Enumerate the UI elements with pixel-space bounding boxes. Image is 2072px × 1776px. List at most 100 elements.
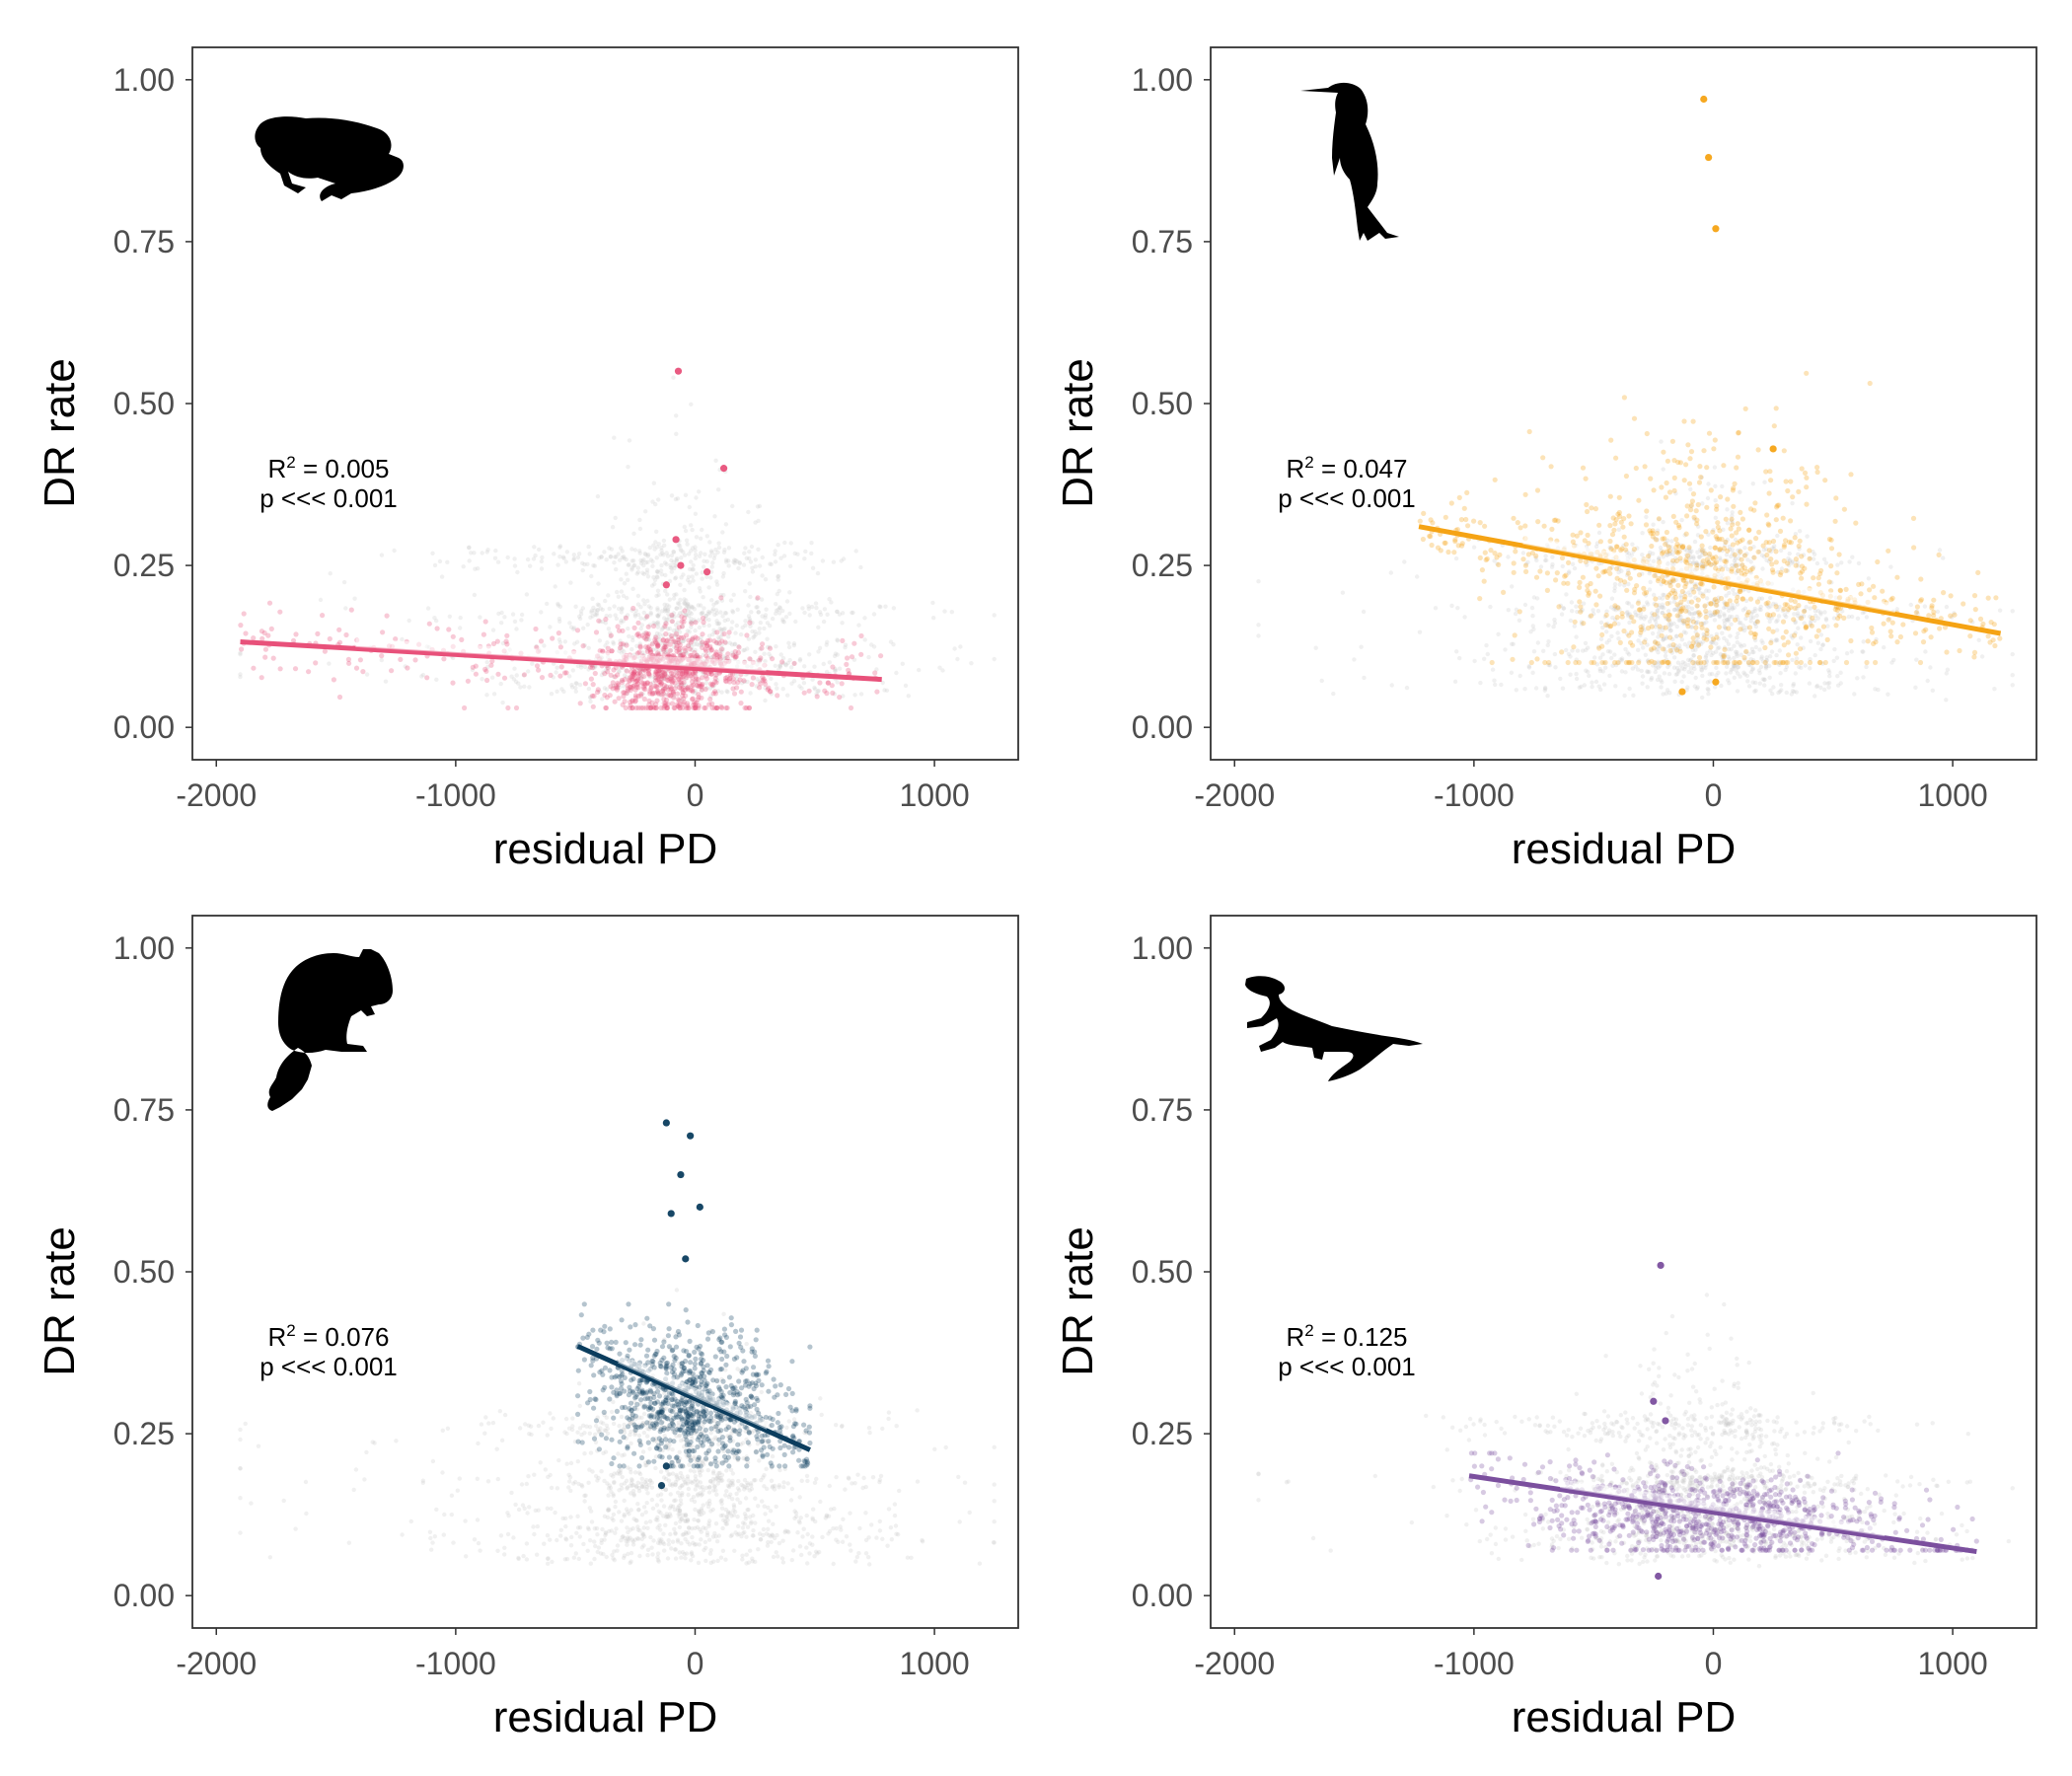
clade-point <box>674 702 680 707</box>
background-point <box>585 561 590 566</box>
background-point <box>867 1562 872 1567</box>
background-point <box>829 600 834 605</box>
clade-point <box>1801 609 1807 615</box>
clade-point <box>293 631 299 637</box>
clade-point <box>1780 619 1787 625</box>
background-point <box>602 550 607 555</box>
background-point <box>665 627 671 631</box>
background-point <box>647 623 652 628</box>
background-point <box>304 1511 309 1517</box>
background-point <box>812 1480 818 1486</box>
background-point <box>1546 623 1551 628</box>
y-tick-label: 0.00 <box>1132 709 1193 745</box>
clade-point <box>637 643 643 649</box>
background-point <box>1823 616 1829 622</box>
background-point <box>1813 652 1817 658</box>
clade-point <box>644 680 650 687</box>
clade-point <box>1755 447 1761 453</box>
clade-point <box>1771 423 1777 429</box>
background-point <box>1449 603 1454 609</box>
clade-point <box>668 693 674 699</box>
background-point <box>877 604 882 609</box>
clade-point <box>668 670 675 677</box>
clade-point <box>874 689 880 695</box>
background-point <box>564 550 570 555</box>
background-point <box>861 1475 866 1481</box>
background-point <box>625 675 629 680</box>
clade-point <box>1611 527 1617 533</box>
background-point <box>1666 671 1672 677</box>
clade-point <box>1526 428 1532 435</box>
background-point <box>663 588 668 594</box>
background-point <box>659 548 664 554</box>
background-point <box>1976 637 1981 642</box>
background-point <box>721 627 726 632</box>
clade-point <box>1429 542 1435 549</box>
background-point <box>835 637 840 642</box>
clade-point <box>1794 659 1800 666</box>
background-point <box>689 611 694 617</box>
clade-point <box>1941 590 1947 596</box>
clade-point <box>592 670 598 677</box>
background-point <box>671 611 677 616</box>
background-point <box>637 641 642 646</box>
background-point <box>679 649 685 654</box>
clade-point <box>605 669 611 675</box>
clade-point <box>661 697 667 703</box>
background-point <box>608 633 613 639</box>
clade-point <box>1443 540 1448 546</box>
clade-point <box>664 704 670 711</box>
clade-point <box>1704 636 1710 642</box>
clade-point <box>590 682 596 688</box>
background-point <box>238 1427 243 1433</box>
background-point <box>1749 646 1755 651</box>
clade-point <box>1589 613 1594 619</box>
background-point <box>1992 687 1997 692</box>
clade-point <box>801 690 807 696</box>
clade-point <box>1549 526 1555 533</box>
clade-point <box>1721 546 1728 552</box>
clade-point <box>1786 652 1792 658</box>
background-point <box>1528 629 1533 634</box>
background-point <box>1462 615 1467 620</box>
background-point <box>765 621 771 626</box>
clade-point <box>1797 646 1804 652</box>
background-point <box>753 564 758 569</box>
clade-point <box>845 655 851 661</box>
clade-point <box>621 694 627 700</box>
clade-point <box>610 686 616 692</box>
background-point <box>657 631 662 636</box>
background-point <box>697 625 703 630</box>
clade-point <box>1774 502 1780 508</box>
clade-point <box>615 680 621 686</box>
clade-point <box>1714 536 1720 542</box>
clade-point <box>654 685 660 691</box>
clade-point <box>700 639 705 645</box>
background-point <box>687 629 692 634</box>
clade-point <box>261 629 267 636</box>
clade-point <box>680 674 686 680</box>
background-point <box>1807 681 1813 686</box>
background-point <box>708 575 713 580</box>
background-point <box>684 606 689 611</box>
clade-point <box>1681 418 1687 424</box>
background-point <box>849 1548 853 1553</box>
clade-point <box>701 620 706 626</box>
clade-point <box>663 684 670 690</box>
clade-point <box>1773 517 1779 523</box>
clade-point <box>1566 559 1572 566</box>
background-point <box>568 580 573 585</box>
clade-point <box>670 691 677 697</box>
clade-point <box>1642 639 1648 645</box>
background-point <box>693 654 698 659</box>
background-point <box>575 663 581 669</box>
background-point <box>720 1548 726 1554</box>
clade-point <box>602 692 608 699</box>
clade-point <box>685 704 691 711</box>
background-point <box>694 571 699 576</box>
clade-point <box>1616 509 1622 516</box>
clade-point <box>1859 581 1865 587</box>
background-point <box>827 1483 832 1489</box>
background-point <box>591 665 597 671</box>
background-point <box>512 563 518 568</box>
